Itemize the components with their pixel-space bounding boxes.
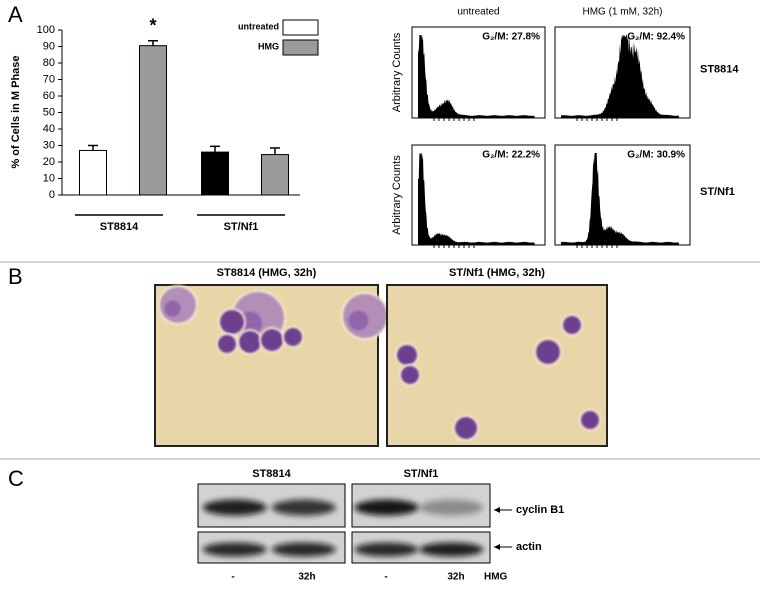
band [202, 499, 267, 516]
lane-label: 32h [298, 572, 315, 583]
nucleus [164, 300, 181, 317]
histogram-label: G₂/M: 22.2% [482, 150, 540, 161]
histogram-frame [554, 144, 691, 246]
bar [79, 149, 107, 196]
y-tick-label: 10 [43, 172, 55, 184]
treatment-label: HMG [484, 572, 508, 583]
cell-line-label: ST/Nf1 [404, 468, 439, 480]
band [271, 542, 336, 557]
band [271, 499, 336, 516]
cell [218, 335, 236, 353]
y-tick-label: 80 [43, 57, 55, 69]
nucleus [348, 310, 369, 331]
histogram-label: G₂/M: 30.9% [627, 150, 685, 161]
bar [139, 45, 167, 196]
histogram [561, 35, 686, 118]
histogram-frame [411, 26, 546, 119]
column-header: untreated [457, 7, 499, 18]
micrograph-title: ST/Nf1 (HMG, 32h) [449, 267, 545, 279]
lane-label: - [231, 572, 234, 583]
y-tick-label: 0 [49, 189, 55, 201]
arrowhead [494, 507, 500, 513]
y-tick-label: 20 [43, 156, 55, 168]
legend-swatch [282, 19, 319, 36]
panel-letter: A [8, 2, 23, 27]
cell [563, 316, 581, 334]
cell [455, 417, 477, 439]
y-tick-label: 60 [43, 90, 55, 102]
histogram-label: G₂/M: 27.8% [482, 32, 540, 43]
y-axis-label: % of Cells in M Phase [10, 55, 22, 168]
band [354, 542, 419, 557]
band [419, 499, 484, 516]
y-axis-label: Arbitrary Counts [391, 32, 403, 112]
row-label: ST/Nf1 [700, 186, 735, 198]
lane-label: - [384, 572, 387, 583]
cell [239, 331, 261, 353]
y-tick-label: 50 [43, 106, 55, 118]
cell [536, 340, 560, 364]
bar [201, 151, 229, 196]
cell [261, 329, 283, 351]
band [202, 542, 267, 557]
bar [261, 154, 289, 196]
cell-line-label: ST8814 [252, 468, 291, 480]
y-tick-label: 100 [37, 24, 55, 36]
lane-label: 32h [447, 572, 464, 583]
micrograph [386, 284, 608, 447]
x-tick-label: ST/Nf1 [224, 221, 259, 233]
panel-letter: B [8, 264, 23, 289]
annotation: * [149, 15, 156, 35]
band [419, 542, 484, 557]
arrowhead [494, 544, 500, 550]
cell [397, 345, 417, 365]
histogram [418, 35, 541, 118]
panel-letter: C [8, 466, 24, 491]
legend-label: HMG [258, 41, 279, 51]
band-label: cyclin B1 [516, 504, 564, 516]
y-tick-label: 90 [43, 40, 55, 52]
y-tick-label: 70 [43, 73, 55, 85]
legend-swatch [282, 39, 319, 56]
y-tick-label: 30 [43, 139, 55, 151]
histogram [561, 153, 686, 245]
histogram-label: G₂/M: 92.4% [627, 32, 685, 43]
band [354, 499, 419, 516]
band-label: actin [516, 541, 542, 553]
row-label: ST8814 [700, 63, 739, 75]
legend-label: untreated [238, 21, 279, 31]
y-tick-label: 40 [43, 123, 55, 135]
cell [581, 411, 599, 429]
cell [220, 310, 244, 334]
cell [284, 328, 302, 346]
column-header: HMG (1 mM, 32h) [582, 7, 662, 18]
histogram-frame [411, 144, 546, 246]
x-tick-label: ST8814 [100, 221, 139, 233]
y-axis-label: Arbitrary Counts [391, 155, 403, 235]
cell [401, 366, 419, 384]
micrograph-title: ST8814 (HMG, 32h) [217, 267, 317, 279]
